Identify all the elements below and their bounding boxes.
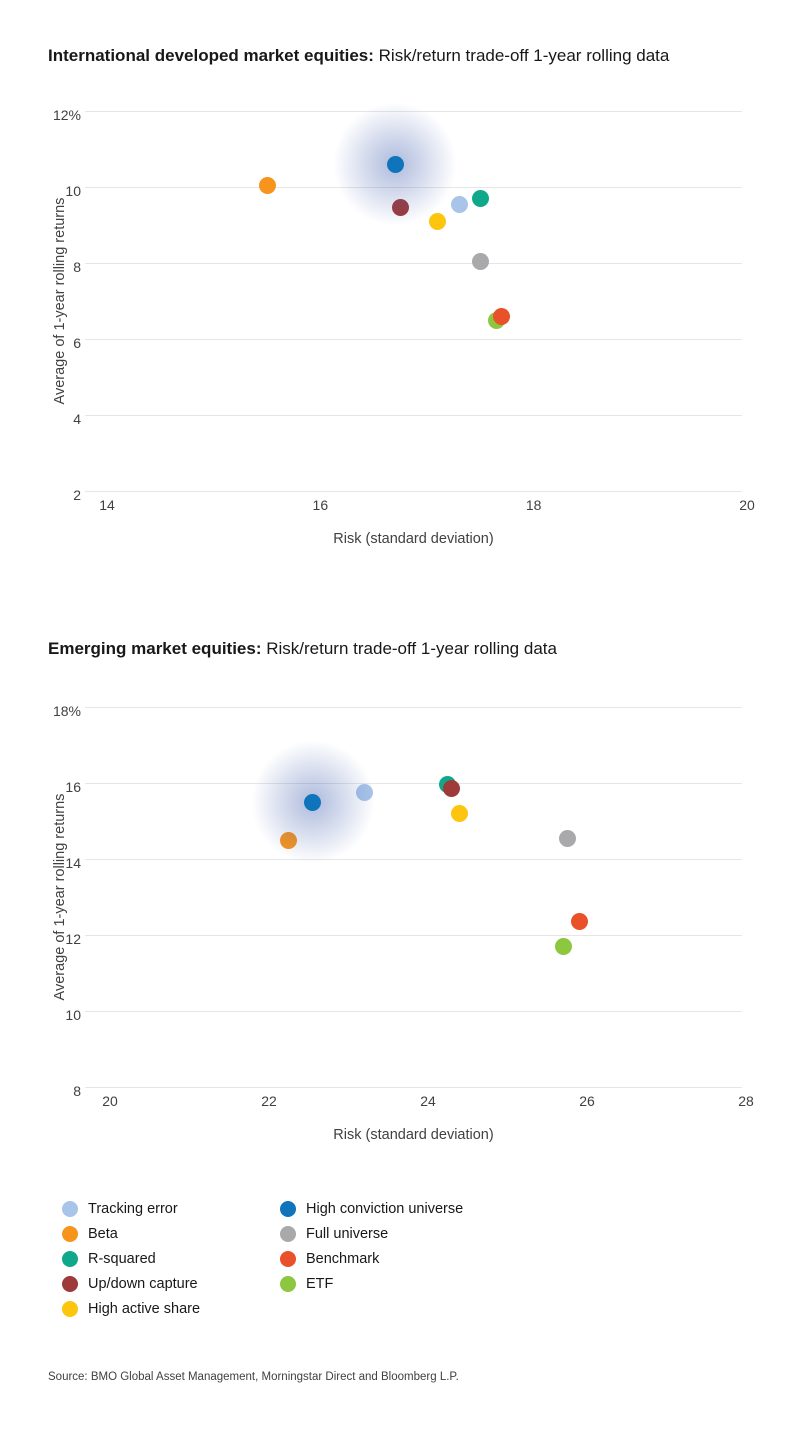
y-tick-label: 4 — [73, 411, 81, 427]
legend-swatch-benchmark — [280, 1250, 296, 1267]
y-tick-label: 2 — [73, 487, 81, 503]
legend-label: Beta — [88, 1225, 118, 1242]
gridline — [85, 859, 742, 860]
legend-item-high-conviction-universe: High conviction universe — [280, 1196, 463, 1221]
legend-item-beta: Beta — [62, 1221, 280, 1246]
data-point-benchmark — [493, 307, 511, 325]
chart-title-regular: Risk/return trade-off 1-year rolling dat… — [373, 46, 670, 65]
legend-swatch-high-active-share — [62, 1300, 78, 1317]
plot-area: Average of 1-year rolling returns Risk (… — [52, 704, 754, 1143]
data-point-tracking-error — [355, 784, 373, 801]
legend-item-r-squared: R-squared — [62, 1246, 280, 1271]
x-tick-label: 26 — [579, 1093, 595, 1109]
y-tick-label: 6 — [73, 335, 81, 351]
data-point-etf — [554, 937, 572, 955]
chart-title-bold: International developed market equities: — [48, 46, 374, 65]
x-tick-label: 28 — [738, 1093, 754, 1109]
data-point-up-down-capture — [443, 780, 461, 798]
gridline — [85, 491, 742, 492]
gridline — [85, 339, 742, 340]
y-tick-label: 8 — [73, 1083, 81, 1099]
data-point-beta — [280, 831, 298, 849]
data-point-up-down-capture — [391, 199, 409, 217]
data-point-tracking-error — [450, 195, 468, 213]
data-point-high-active-share — [429, 212, 447, 230]
legend-item-benchmark: Benchmark — [280, 1246, 463, 1271]
legend-label: R-squared — [88, 1250, 156, 1267]
data-point-high-conviction-universe — [386, 155, 404, 173]
legend-item-tracking-error: Tracking error — [62, 1196, 280, 1221]
legend-label: Tracking error — [88, 1200, 178, 1217]
source-note: Source: BMO Global Asset Management, Mor… — [48, 1371, 459, 1383]
legend-swatch-etf — [280, 1275, 296, 1292]
y-tick-label: 8 — [73, 259, 81, 275]
y-tick-label: 10 — [65, 183, 81, 199]
y-tick-label: 10 — [65, 1007, 81, 1023]
plot-area: Average of 1-year rolling returns Risk (… — [52, 98, 755, 547]
legend-label: High conviction universe — [306, 1200, 464, 1217]
legend-swatch-r-squared — [62, 1250, 78, 1267]
chart-emerging-markets: Emerging market equities: Risk/return tr… — [0, 639, 800, 1204]
gridline — [85, 187, 742, 188]
legend-swatch-beta — [62, 1225, 78, 1242]
y-tick-label: 18% — [52, 703, 81, 719]
x-axis-title: Risk (standard deviation) — [333, 1127, 494, 1143]
legend: Tracking error Beta R-squared Up/down captu… — [62, 1196, 463, 1321]
legend-label: Benchmark — [306, 1250, 380, 1267]
data-point-r-squared — [471, 189, 489, 207]
legend-column: High conviction universe Full universe Ben… — [280, 1196, 463, 1321]
legend-label: Full universe — [306, 1225, 389, 1242]
x-tick-label: 16 — [312, 497, 329, 513]
legend-label: Up/down capture — [88, 1275, 198, 1292]
y-tick-label: 12% — [52, 107, 81, 123]
legend-swatch-full-universe — [280, 1225, 296, 1242]
chart-title-bold: Emerging market equities: — [48, 639, 262, 658]
gridline — [85, 935, 742, 936]
y-axis-title: Average of 1-year rolling returns — [52, 793, 68, 1001]
data-point-benchmark — [570, 913, 588, 931]
gridline — [85, 111, 742, 112]
legend-label: ETF — [306, 1275, 334, 1292]
data-point-full-universe — [558, 829, 576, 847]
x-tick-label: 20 — [102, 1093, 118, 1109]
x-tick-label: 22 — [261, 1093, 277, 1109]
chart-title: Emerging market equities: Risk/return tr… — [48, 639, 557, 659]
gridline — [85, 783, 742, 784]
chart-title-regular: Risk/return trade-off 1-year rolling dat… — [261, 639, 557, 658]
y-tick-label: 14 — [65, 855, 81, 871]
x-tick-label: 18 — [525, 497, 542, 513]
legend-swatch-tracking-error — [62, 1200, 78, 1217]
gridline — [85, 263, 742, 264]
legend-column: Tracking error Beta R-squared Up/down captu… — [62, 1196, 280, 1321]
data-point-full-universe — [471, 252, 489, 270]
data-point-beta — [258, 176, 276, 194]
gridline — [85, 707, 742, 708]
legend-label: High active share — [88, 1300, 201, 1317]
gridline — [85, 1011, 742, 1012]
y-axis-title: Average of 1-year rolling returns — [52, 197, 68, 405]
legend-item-up-down-capture: Up/down capture — [62, 1271, 280, 1296]
legend-item-full-universe: Full universe — [280, 1221, 463, 1246]
x-tick-label: 20 — [739, 497, 755, 513]
x-tick-label: 14 — [99, 497, 115, 513]
data-point-high-active-share — [451, 804, 469, 822]
chart-title: International developed market equities:… — [48, 46, 669, 66]
legend-item-etf: ETF — [280, 1271, 463, 1296]
gridline — [85, 1087, 742, 1088]
y-tick-label: 16 — [65, 779, 81, 795]
x-axis-title: Risk (standard deviation) — [333, 531, 494, 547]
gridline — [85, 415, 742, 416]
legend-swatch-high-conviction-universe — [280, 1200, 296, 1217]
data-point-high-conviction-universe — [304, 793, 322, 811]
legend-item-high-active-share: High active share — [62, 1296, 280, 1321]
legend-swatch-up-down-capture — [62, 1275, 78, 1292]
y-tick-label: 12 — [65, 931, 81, 947]
chart-international-developed: International developed market equities:… — [0, 46, 800, 611]
x-tick-label: 24 — [420, 1093, 436, 1109]
